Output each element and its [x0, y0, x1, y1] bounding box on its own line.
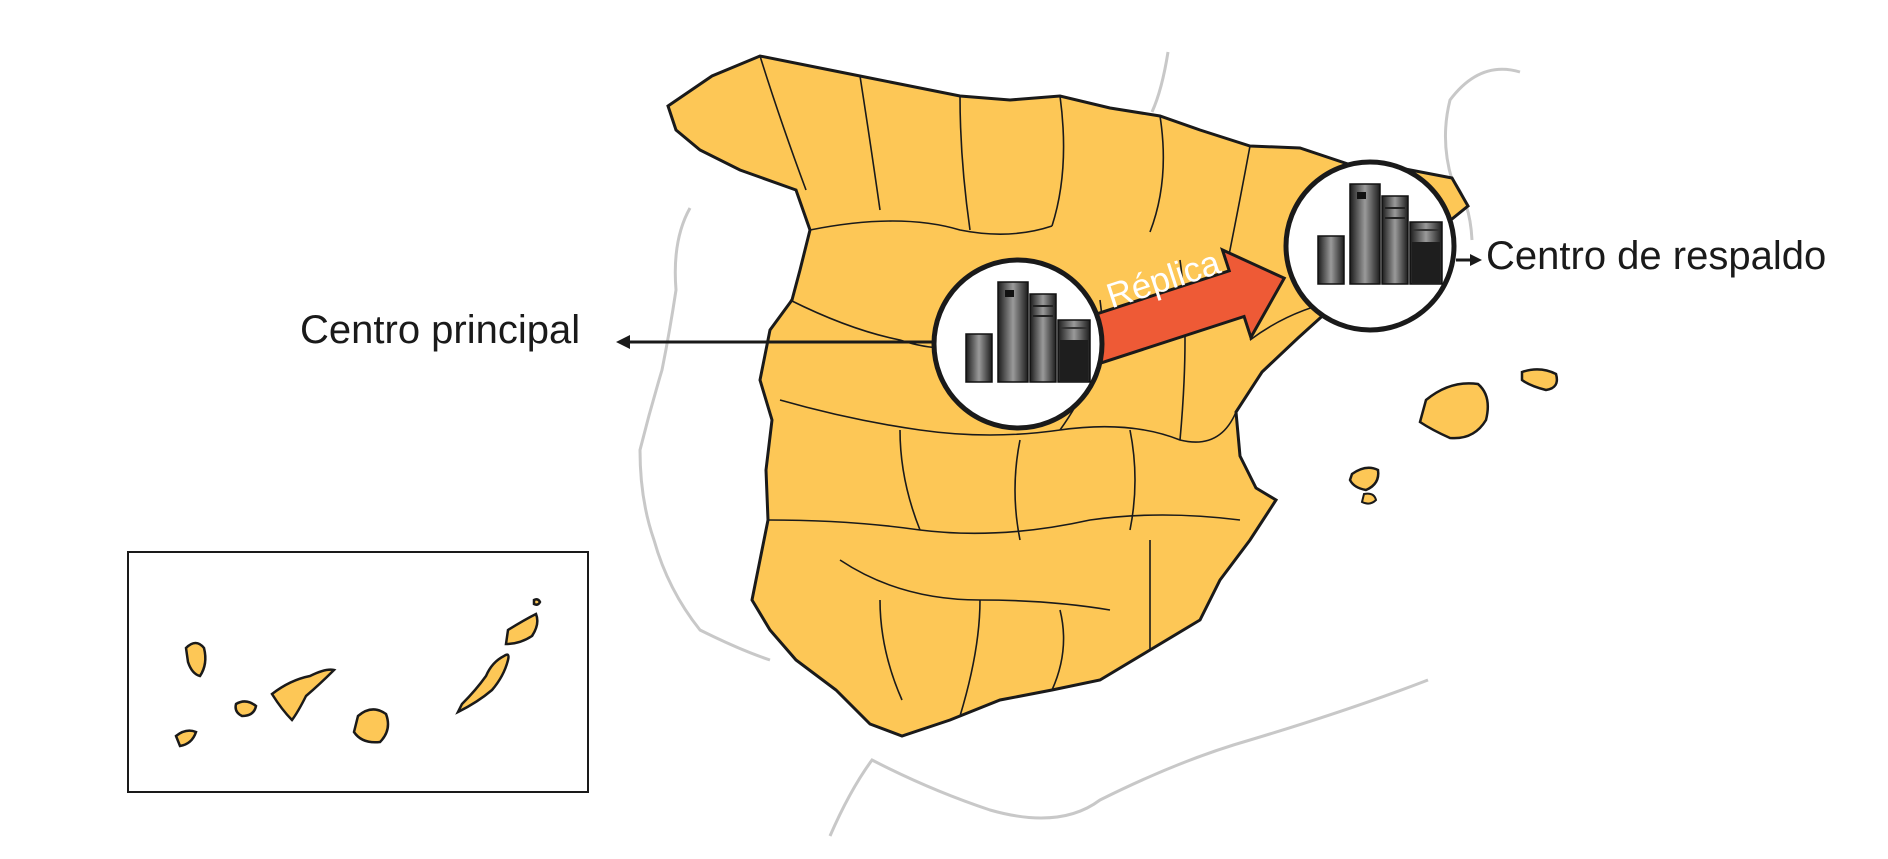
- portugal-coast: [638, 207, 771, 662]
- backup-center-node: [1283, 159, 1457, 333]
- formentera: [1360, 492, 1378, 505]
- backup-leader-arrowhead: [1470, 254, 1482, 266]
- main-center-node: [931, 257, 1105, 431]
- main-leader-arrowhead: [616, 335, 630, 349]
- replication-arrow: [1084, 247, 1287, 365]
- africa-coast: [828, 678, 1429, 837]
- menorca: [1520, 368, 1559, 392]
- main-center-label: Centro principal: [300, 308, 581, 352]
- mallorca: [1418, 382, 1489, 440]
- canary-inset-frame: [127, 551, 589, 793]
- ibiza: [1348, 466, 1380, 492]
- canary-islands: [174, 598, 542, 748]
- backup-center-label: Centro de respaldo: [1486, 234, 1827, 278]
